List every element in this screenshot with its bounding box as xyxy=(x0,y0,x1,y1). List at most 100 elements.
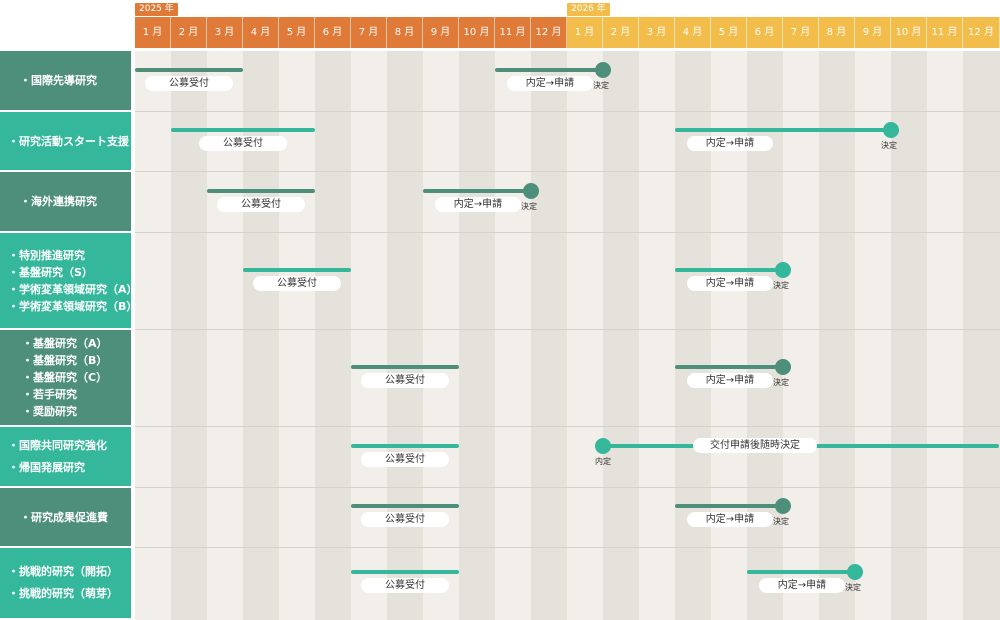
milestone-dot xyxy=(775,498,791,514)
month-header: 3 月 xyxy=(207,17,243,48)
row-label-line: ・海外連携研究 xyxy=(20,195,97,208)
bar-label-naitei: 内定→申請 xyxy=(435,196,521,212)
month-header: 9 月 xyxy=(423,17,459,48)
row-label-line: ・若手研究 xyxy=(22,388,77,401)
milestone-label: 決定 xyxy=(593,80,609,90)
month-column-bg xyxy=(567,51,603,620)
schedule-bar-koubo xyxy=(135,67,243,72)
milestone-dot xyxy=(523,182,539,199)
month-header: 5 月 xyxy=(711,17,747,48)
month-header: 11 月 xyxy=(495,17,531,48)
row-label-line: ・学術変革領域研究（A） xyxy=(8,282,138,296)
schedule-bar-koubo xyxy=(351,443,459,448)
month-column-bg xyxy=(495,51,531,620)
bar-label-koubo: 公募受付 xyxy=(199,136,287,151)
month-header: 10 月 xyxy=(459,17,495,48)
month-header: 2 月 xyxy=(603,17,639,48)
row-separator xyxy=(135,547,1000,548)
month-column-bg xyxy=(351,51,387,620)
month-header: 7 月 xyxy=(783,17,819,48)
schedule-bar-naitei xyxy=(747,570,855,574)
month-header: 4 月 xyxy=(243,17,279,48)
row-label-line: ・基盤研究（B） xyxy=(22,354,108,367)
month-column-bg xyxy=(891,51,927,620)
bar-label-koubo: 公募受付 xyxy=(145,75,233,91)
month-header: 1 月 xyxy=(135,17,171,48)
month-header: 12 月 xyxy=(963,17,1000,48)
row-label-kokusai-sendo: ・国際先導研究 xyxy=(0,51,131,110)
year-label: 2026 年 xyxy=(567,3,610,16)
month-column-bg xyxy=(963,51,1000,620)
milestone-label: 内定 xyxy=(595,456,611,466)
bar-label-koubo: 公募受付 xyxy=(217,196,305,212)
milestone-dot xyxy=(847,564,863,580)
milestone-label: 決定 xyxy=(773,517,789,526)
month-header: 12 月 xyxy=(531,17,567,48)
month-column-bg xyxy=(423,51,459,620)
row-separator xyxy=(135,329,1000,330)
month-column-bg xyxy=(531,51,567,620)
row-label-tokubetsu-suishin: ・特別推進研究 ・基盤研究（S） ・学術変革領域研究（A） ・学術変革領域研究（B） xyxy=(0,233,138,328)
schedule-bar-koubo xyxy=(243,267,351,272)
bar-label-naitei: 内定→申請 xyxy=(687,512,773,527)
row-label-kaigai-renkei: ・海外連携研究 xyxy=(0,172,131,231)
row-label-line: ・奨励研究 xyxy=(22,405,77,418)
month-header: 6 月 xyxy=(315,17,351,48)
row-label-chosen: ・挑戦的研究（開拓） ・挑戦的研究（萌芽） xyxy=(0,548,131,618)
month-column-bg xyxy=(459,51,495,620)
row-label-line: ・国際共同研究強化 xyxy=(8,438,107,452)
row-label-line: ・挑戦的研究（開拓） xyxy=(8,565,118,578)
milestone-label: 決定 xyxy=(773,377,789,387)
row-label-kiban-abc: ・基盤研究（A） ・基盤研究（B） ・基盤研究（C） ・若手研究 ・奨励研究 xyxy=(0,330,131,425)
milestone-dot xyxy=(595,61,611,78)
schedule-bar-koubo xyxy=(351,364,459,369)
row-label-line: ・研究成果促進費 xyxy=(20,510,108,524)
month-header: 4 月 xyxy=(675,17,711,48)
row-separator xyxy=(135,487,1000,488)
row-label-line: ・研究活動スタート支援 xyxy=(8,134,129,148)
schedule-bar-naitei xyxy=(675,128,891,132)
month-header: 8 月 xyxy=(819,17,855,48)
row-label-line: ・国際先導研究 xyxy=(20,74,97,87)
schedule-bar-naitei xyxy=(495,67,603,72)
milestone-label: 決定 xyxy=(881,141,897,150)
row-label-line: ・特別推進研究 xyxy=(8,248,85,262)
month-header: 2 月 xyxy=(171,17,207,48)
month-header: 10 月 xyxy=(891,17,927,48)
month-header: 9 月 xyxy=(855,17,891,48)
bar-label-koubo: 公募受付 xyxy=(361,451,449,467)
bar-label-koubo: 公募受付 xyxy=(361,372,449,388)
milestone-dot xyxy=(775,261,791,278)
schedule-bar-naitei xyxy=(423,188,531,193)
year-label: 2025 年 xyxy=(135,3,178,16)
bar-label-naitei: 内定→申請 xyxy=(687,275,773,291)
month-column-bg xyxy=(279,51,315,620)
month-header: 11 月 xyxy=(927,17,963,48)
schedule-bar-koubo xyxy=(207,188,315,193)
month-column-bg xyxy=(315,51,351,620)
month-header: 5 月 xyxy=(279,17,315,48)
milestone-dot xyxy=(883,122,899,138)
schedule-bar-koubo xyxy=(351,570,459,574)
month-column-bg xyxy=(639,51,675,620)
schedule-bar-naitei xyxy=(675,504,783,508)
bar-label-naitei: 内定→申請 xyxy=(507,75,593,91)
row-separator xyxy=(135,111,1000,112)
bar-label-naitei: 内定→申請 xyxy=(687,136,773,151)
row-label-kokusai-kyodo: ・国際共同研究強化 ・帰国発展研究 xyxy=(0,427,131,486)
row-label-line: ・基盤研究（A） xyxy=(22,337,108,350)
row-label-line: ・基盤研究（S） xyxy=(8,265,93,279)
schedule-bar-naitei xyxy=(675,364,783,369)
milestone-label: 決定 xyxy=(845,583,861,592)
bar-label-naitei: 内定→申請 xyxy=(687,372,773,388)
row-separator xyxy=(135,171,1000,172)
month-header: 6 月 xyxy=(747,17,783,48)
month-column-bg xyxy=(819,51,855,620)
milestone-label: 決定 xyxy=(521,201,537,211)
schedule-bar-naitei xyxy=(675,267,783,272)
month-header: 1 月 xyxy=(567,17,603,48)
milestone-dot xyxy=(595,437,611,454)
month-header: 8 月 xyxy=(387,17,423,48)
bar-label-koubo: 公募受付 xyxy=(253,275,341,291)
